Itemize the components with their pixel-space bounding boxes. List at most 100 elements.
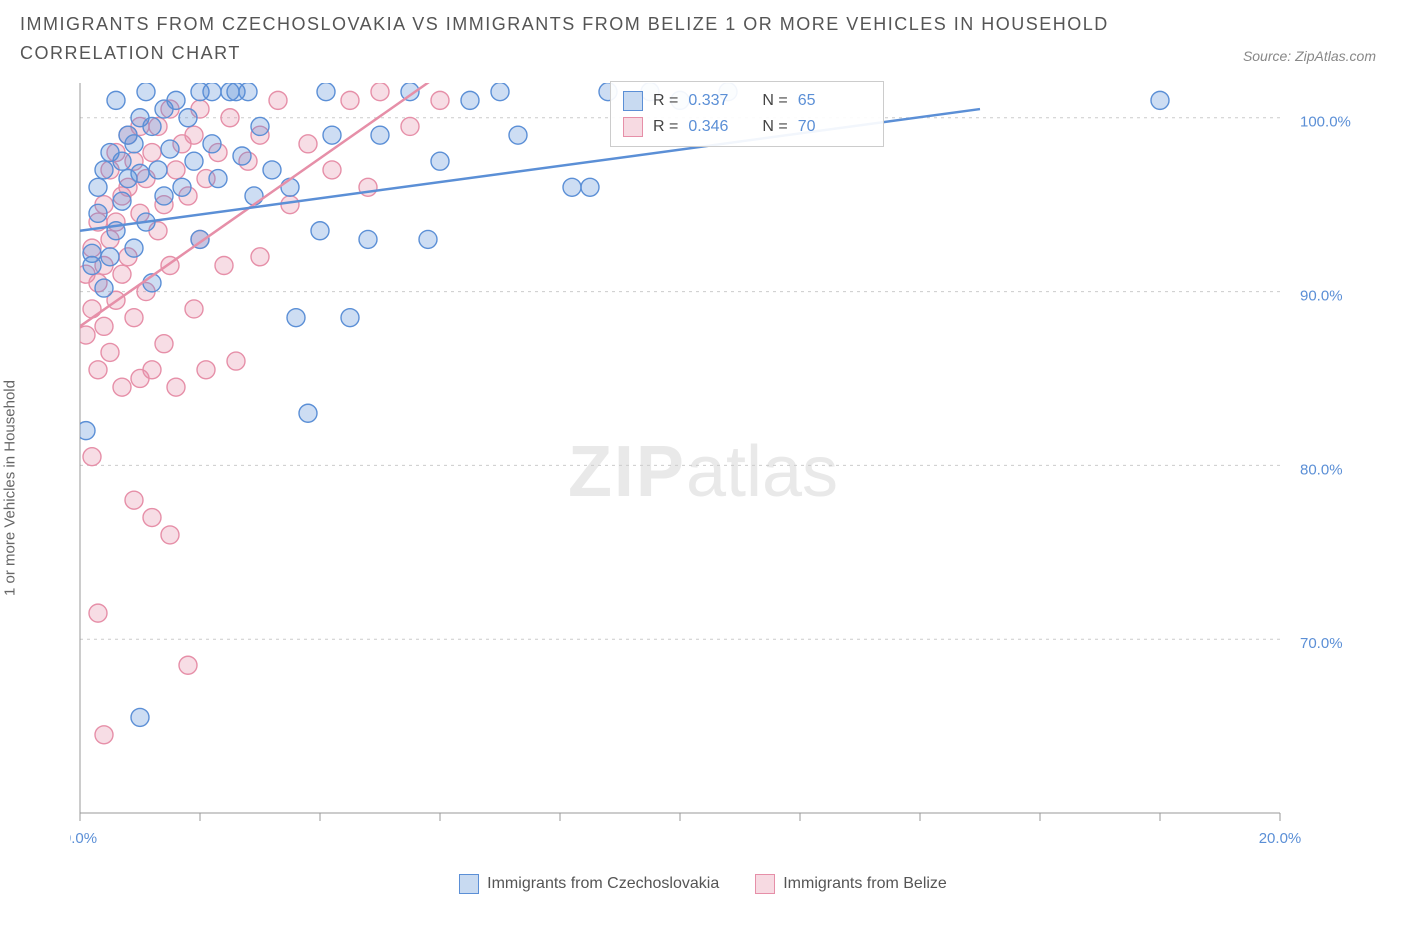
x-tick-label: 20.0% bbox=[1259, 830, 1302, 847]
data-point bbox=[215, 257, 233, 275]
data-point bbox=[143, 144, 161, 162]
data-point bbox=[491, 83, 509, 101]
data-point bbox=[221, 109, 239, 127]
data-point bbox=[113, 265, 131, 283]
data-point bbox=[107, 91, 125, 109]
data-point bbox=[431, 91, 449, 109]
data-point bbox=[101, 343, 119, 361]
data-point bbox=[83, 244, 101, 262]
data-point bbox=[179, 109, 197, 127]
data-point bbox=[203, 135, 221, 153]
data-point bbox=[317, 83, 335, 101]
legend-r-value: 0.346 bbox=[688, 118, 728, 136]
correlation-legend: R = 0.337 N = 65 R = 0.346 N = 70 bbox=[610, 81, 884, 147]
data-point bbox=[95, 317, 113, 335]
data-point bbox=[83, 300, 101, 318]
data-point bbox=[287, 309, 305, 327]
data-point bbox=[179, 656, 197, 674]
series-legend: Immigrants from Czechoslovakia Immigrant… bbox=[20, 874, 1386, 894]
y-axis-label: 1 or more Vehicles in Household bbox=[2, 380, 19, 596]
data-point bbox=[563, 178, 581, 196]
data-point bbox=[143, 509, 161, 527]
data-point bbox=[281, 196, 299, 214]
data-point bbox=[89, 604, 107, 622]
data-point bbox=[143, 361, 161, 379]
data-point bbox=[371, 126, 389, 144]
data-point bbox=[209, 170, 227, 188]
data-point bbox=[113, 152, 131, 170]
bottom-legend-item: Immigrants from Czechoslovakia bbox=[459, 874, 719, 894]
data-point bbox=[299, 135, 317, 153]
data-point bbox=[581, 178, 599, 196]
data-point bbox=[125, 239, 143, 257]
legend-n-label: N = bbox=[762, 92, 787, 110]
legend-r-value: 0.337 bbox=[688, 92, 728, 110]
data-point bbox=[113, 378, 131, 396]
x-tick-label: 0.0% bbox=[70, 830, 97, 847]
legend-n-value: 65 bbox=[798, 92, 816, 110]
legend-swatch bbox=[459, 874, 479, 894]
data-point bbox=[161, 526, 179, 544]
data-point bbox=[89, 178, 107, 196]
y-tick-label: 90.0% bbox=[1300, 288, 1343, 305]
data-point bbox=[125, 491, 143, 509]
legend-n-label: N = bbox=[762, 118, 787, 136]
data-point bbox=[263, 161, 281, 179]
data-point bbox=[281, 178, 299, 196]
data-point bbox=[167, 161, 185, 179]
bottom-legend-label: Immigrants from Czechoslovakia bbox=[487, 875, 719, 893]
bottom-legend-item: Immigrants from Belize bbox=[755, 874, 947, 894]
legend-row: R = 0.346 N = 70 bbox=[623, 114, 871, 140]
data-point bbox=[167, 378, 185, 396]
data-point bbox=[83, 448, 101, 466]
data-point bbox=[185, 126, 203, 144]
data-point bbox=[203, 83, 221, 101]
data-point bbox=[155, 335, 173, 353]
data-point bbox=[239, 83, 257, 101]
legend-swatch bbox=[623, 117, 643, 137]
chart-title: IMMIGRANTS FROM CZECHOSLOVAKIA VS IMMIGR… bbox=[20, 10, 1120, 68]
data-point bbox=[95, 279, 113, 297]
data-point bbox=[125, 135, 143, 153]
data-point bbox=[185, 152, 203, 170]
data-point bbox=[125, 309, 143, 327]
data-point bbox=[161, 140, 179, 158]
data-point bbox=[251, 117, 269, 135]
data-point bbox=[269, 91, 287, 109]
data-point bbox=[95, 161, 113, 179]
data-point bbox=[89, 204, 107, 222]
data-point bbox=[359, 230, 377, 248]
data-point bbox=[155, 187, 173, 205]
data-point bbox=[137, 83, 155, 101]
data-point bbox=[113, 192, 131, 210]
data-point bbox=[401, 117, 419, 135]
data-point bbox=[251, 248, 269, 266]
data-point bbox=[197, 361, 215, 379]
data-point bbox=[299, 404, 317, 422]
legend-swatch bbox=[623, 91, 643, 111]
legend-swatch bbox=[755, 874, 775, 894]
y-tick-label: 70.0% bbox=[1300, 635, 1343, 652]
data-point bbox=[131, 164, 149, 182]
legend-r-label: R = bbox=[653, 118, 678, 136]
data-point bbox=[89, 361, 107, 379]
legend-n-value: 70 bbox=[798, 118, 816, 136]
data-point bbox=[227, 352, 245, 370]
data-point bbox=[173, 178, 191, 196]
data-point bbox=[431, 152, 449, 170]
legend-r-label: R = bbox=[653, 92, 678, 110]
data-point bbox=[311, 222, 329, 240]
y-tick-label: 80.0% bbox=[1300, 461, 1343, 478]
bottom-legend-label: Immigrants from Belize bbox=[783, 875, 947, 893]
data-point bbox=[245, 187, 263, 205]
data-point bbox=[131, 708, 149, 726]
data-point bbox=[461, 91, 479, 109]
source-attribution: Source: ZipAtlas.com bbox=[1243, 48, 1386, 68]
data-point bbox=[149, 161, 167, 179]
scatter-plot: 100.0%90.0%80.0%70.0%0.0%20.0% bbox=[70, 78, 1370, 868]
data-point bbox=[185, 300, 203, 318]
data-point bbox=[371, 83, 389, 101]
data-point bbox=[323, 126, 341, 144]
data-point bbox=[341, 91, 359, 109]
data-point bbox=[101, 248, 119, 266]
